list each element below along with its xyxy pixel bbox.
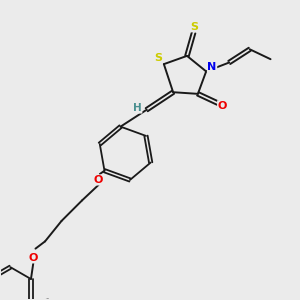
Text: H: H xyxy=(133,103,142,113)
Text: O: O xyxy=(94,175,103,185)
Text: N: N xyxy=(208,62,217,72)
Text: O: O xyxy=(29,253,38,263)
Text: O: O xyxy=(218,101,227,111)
Text: S: S xyxy=(154,53,162,63)
Text: S: S xyxy=(190,22,198,32)
